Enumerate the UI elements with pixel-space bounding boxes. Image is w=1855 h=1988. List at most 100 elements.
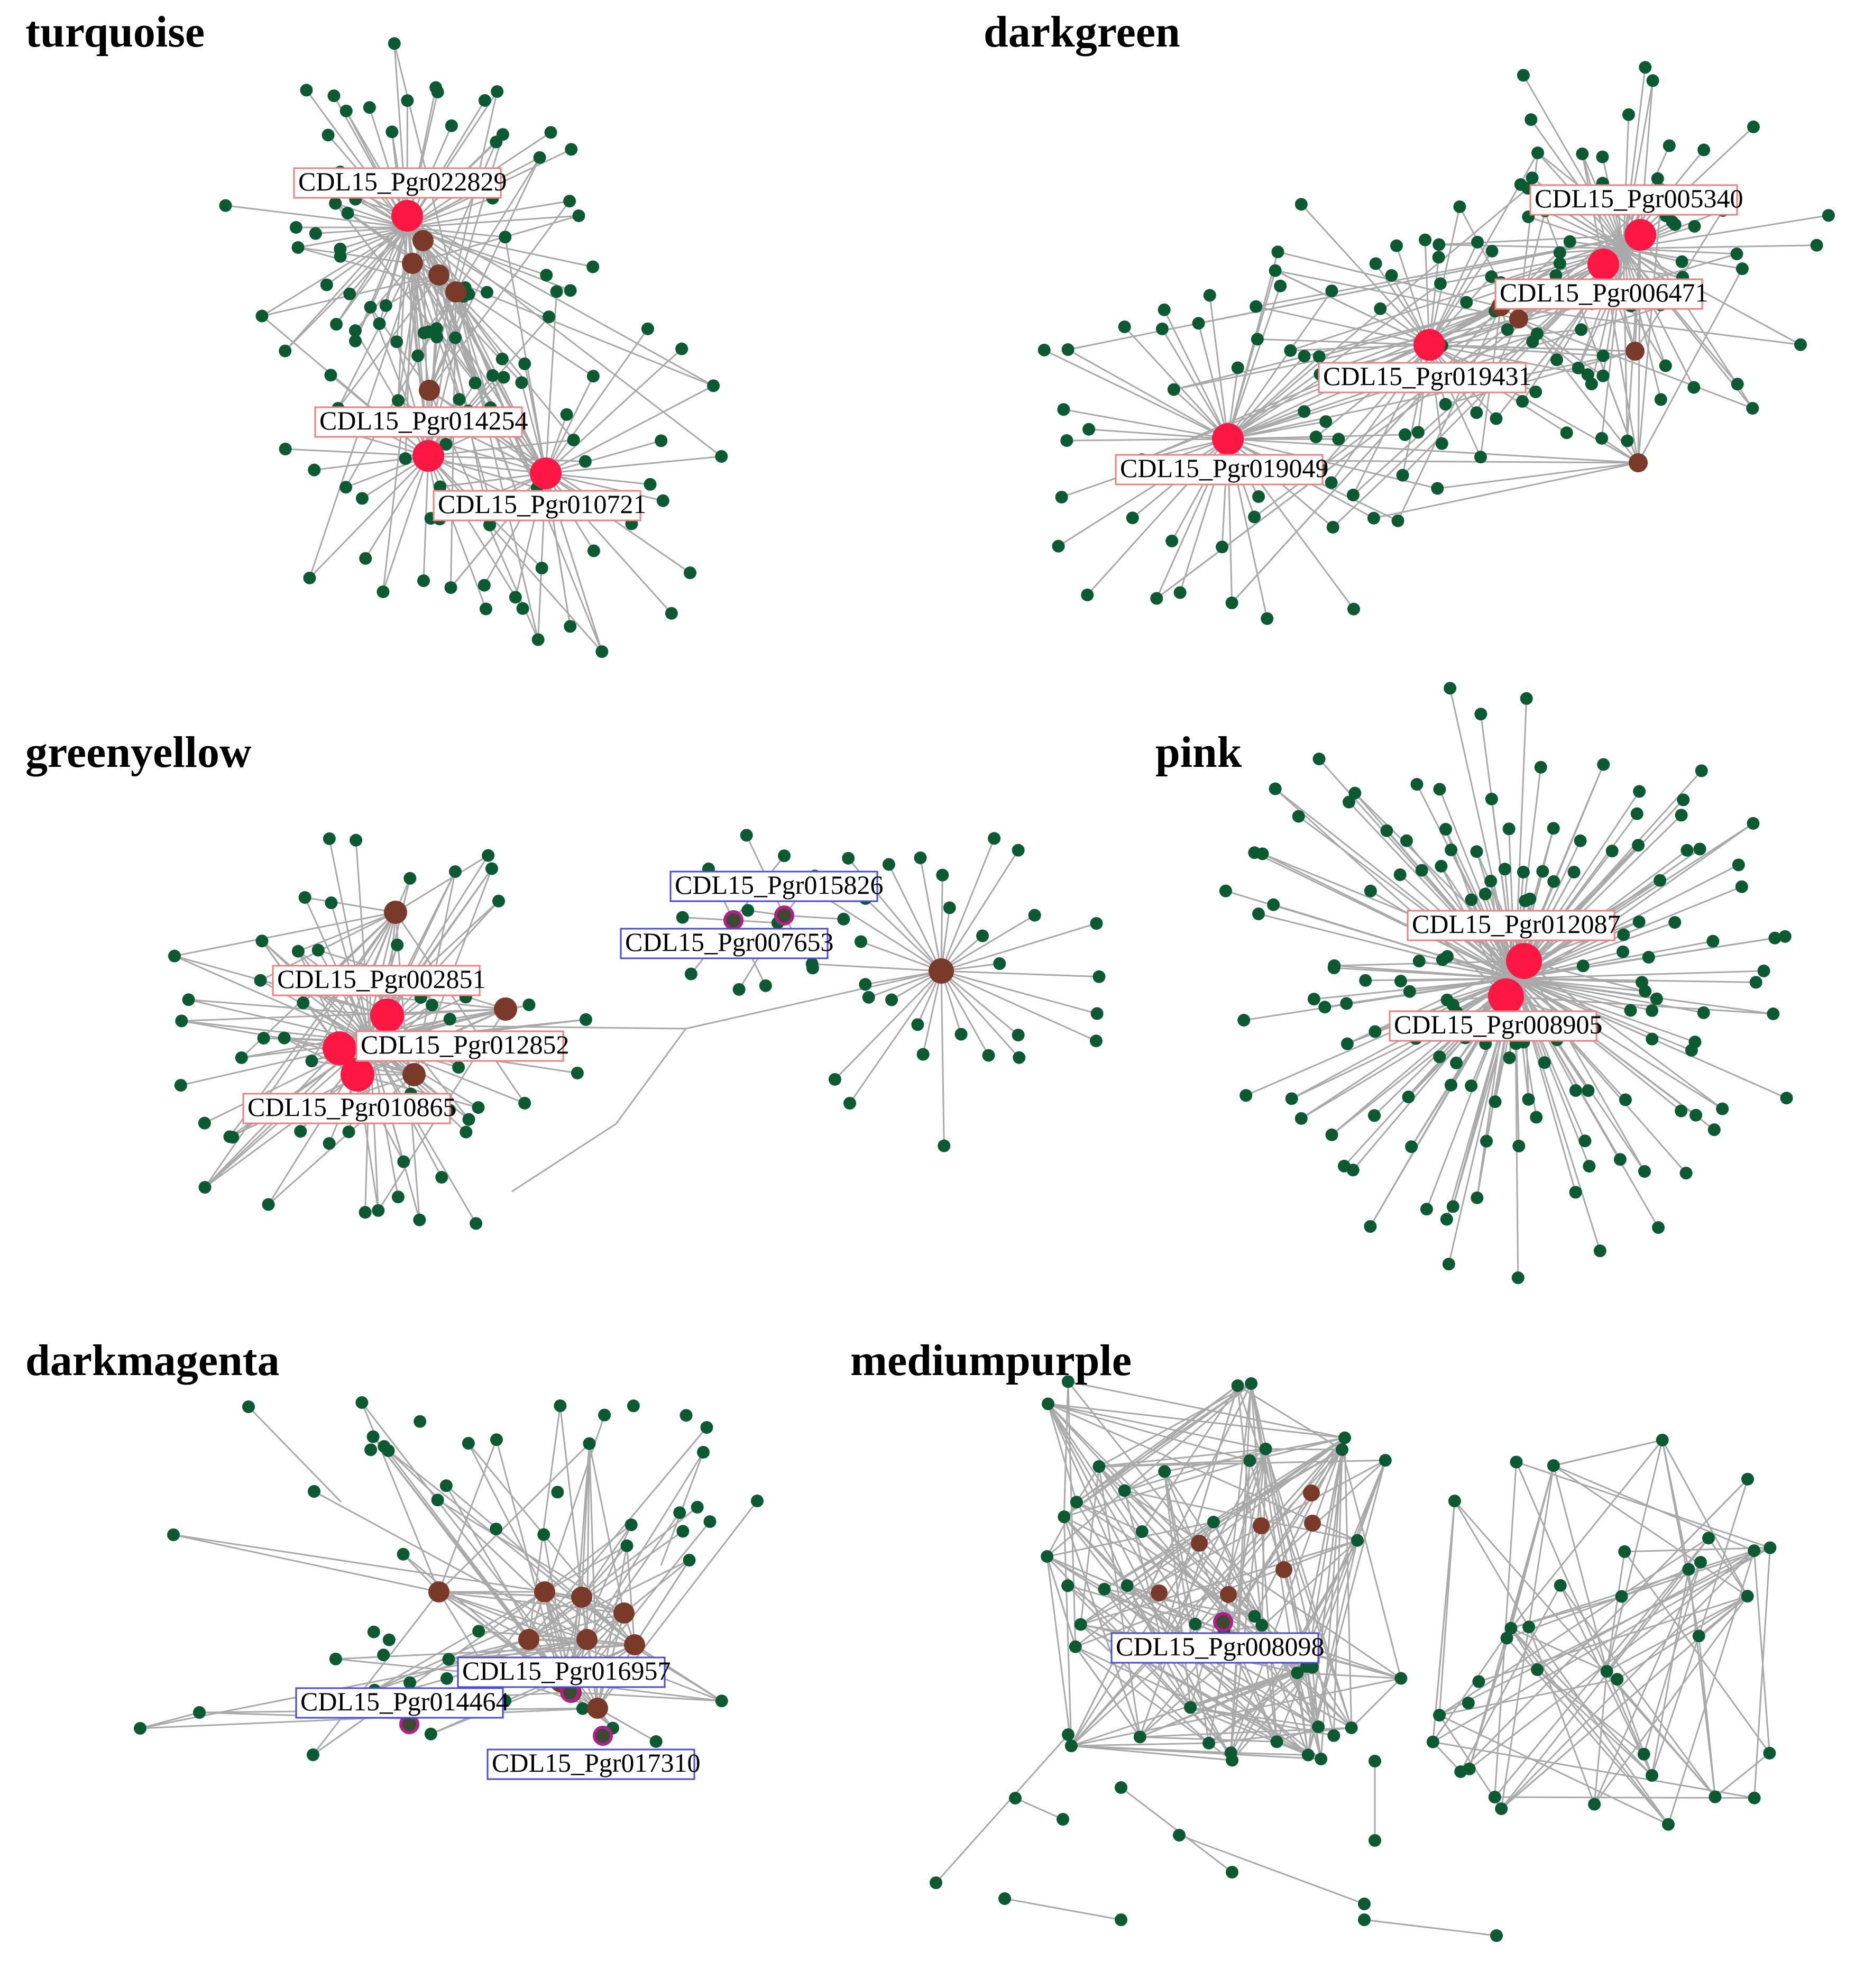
pink-leaf-node [1415, 864, 1428, 877]
darkgreen-leaf-node [1225, 596, 1238, 609]
darkgreen-leaf-node [1037, 343, 1051, 356]
mediumpurple-edge [1265, 1449, 1353, 1728]
darkgreen-leaf-node [1118, 320, 1131, 333]
turquoise-leaf-node [390, 335, 403, 349]
pink-leaf-node [1732, 858, 1745, 872]
mediumpurple-edge [1510, 1627, 1669, 1825]
mediumpurple-edge [1311, 1667, 1319, 1727]
darkgreen-leaf-node [1550, 353, 1563, 367]
mediumpurple-edge [1250, 1383, 1278, 1742]
turquoise-edge [382, 455, 429, 592]
greenyellow-leaf-node [350, 833, 363, 847]
pink-leaf-node [1267, 898, 1280, 911]
turquoise-leaf-node [430, 322, 443, 335]
darkgreen-leaf-node [1794, 338, 1807, 351]
darkgreen-leaf-node [1411, 426, 1425, 439]
darkmagenta-leaf-node [403, 1676, 417, 1689]
mediumpurple-leaf-node [1062, 1728, 1075, 1741]
darkgreen-leaf-node [1688, 219, 1701, 233]
darkmagenta-edge [312, 1591, 440, 1755]
pink-leaf-node [1394, 975, 1407, 988]
greenyellow-edge [394, 912, 526, 1104]
darkmagenta-leaf-node [627, 1399, 640, 1413]
greenyellow-leaf-node [914, 851, 927, 865]
pink-leaf-node [1547, 875, 1560, 888]
darkmagenta-edge [544, 1524, 632, 1593]
greenyellow-edge [834, 970, 942, 1080]
pink-edge [1386, 830, 1516, 979]
darkgreen-leaf-node [1560, 426, 1573, 439]
pink-leaf-node [1597, 758, 1610, 771]
turquoise-leaf-node [343, 287, 356, 300]
darkmagenta-leaf-node [366, 1430, 380, 1443]
pink-leaf-node [1502, 822, 1516, 836]
mediumpurple-leaf-node [1009, 1792, 1022, 1804]
darkgreen-leaf-node [1659, 359, 1672, 372]
turquoise-hub-label: CDL15_Pgr010721 [433, 489, 646, 521]
darkgreen-module-node [1509, 309, 1528, 328]
darkmagenta-hub-label-text: CDL15_Pgr014464 [300, 1687, 509, 1716]
darkgreen-edge [1231, 306, 1502, 603]
turquoise-edge [440, 472, 546, 488]
mediumpurple-edge [1070, 1460, 1386, 1747]
turquoise-edge [545, 455, 722, 474]
darkmagenta-leaf-node [583, 1437, 596, 1450]
darkmagenta-leaf-node [367, 1625, 380, 1638]
mediumpurple-edge [1067, 1585, 1232, 1754]
darkgreen-module-node [1626, 342, 1645, 361]
darkgreen-leaf-node [1675, 255, 1688, 268]
mediumpurple-leaf-node [1041, 1550, 1054, 1563]
panel-title-pink: pink [1155, 728, 1242, 777]
darkgreen-edge [1227, 438, 1639, 464]
pink-leaf-node [1403, 985, 1416, 998]
darkgreen-edge [1290, 344, 1430, 352]
pink-leaf-node [1239, 1089, 1253, 1102]
darkgreen-leaf-node [1060, 434, 1073, 447]
darkgreen-leaf-node [1531, 146, 1545, 160]
mediumpurple-edge [1048, 1403, 1266, 1450]
darkmagenta-edge [467, 1443, 546, 1592]
turquoise-edge [428, 294, 470, 391]
mediumpurple-edge [1606, 1440, 1664, 1672]
panel-title-mediumpurple: mediumpurple [850, 1336, 1132, 1385]
mediumpurple-leaf-node [1345, 1721, 1358, 1734]
mediumpurple-edge [1163, 1471, 1210, 1744]
greenyellow-leaf-node [168, 949, 181, 963]
mediumpurple-edge [1432, 1627, 1512, 1743]
mediumpurple-leaf-node [1495, 1802, 1508, 1816]
mediumpurple-leaf-node [1709, 1790, 1722, 1803]
pink-leaf-node [1410, 778, 1424, 791]
turquoise-edge [428, 200, 571, 391]
pink-leaf-node [1523, 892, 1537, 905]
mediumpurple-edge [1048, 1403, 1358, 1542]
mediumpurple-edge [1163, 1471, 1278, 1742]
darkgreen-hub-label-text: CDL15_Pgr019049 [1120, 453, 1328, 483]
mediumpurple-edge [1186, 1449, 1266, 1641]
darkgreen-edge [1428, 206, 1461, 345]
mediumpurple-leaf-node [1554, 1579, 1567, 1592]
turquoise-leaf-node [379, 299, 392, 312]
turquoise-leaf-node [322, 129, 335, 142]
pink-edge [1300, 977, 1516, 1120]
darkmagenta-leaf-node [440, 1672, 454, 1685]
greenyellow-leaf-node [741, 904, 755, 917]
mediumpurple-leaf-node [1312, 1720, 1325, 1734]
darkgreen-leaf-node [1419, 233, 1432, 246]
darkmagenta-edge [374, 1591, 545, 1691]
darkmagenta-leaf-node [598, 1408, 611, 1422]
darkgreen-leaf-node [1158, 303, 1171, 316]
greenyellow-leaf-node [993, 957, 1006, 970]
mediumpurple-edge [1501, 1596, 1748, 1810]
darkmagenta-edge [388, 1450, 635, 1646]
mediumpurple-leaf-node [1379, 1454, 1392, 1467]
pink-leaf-node [1340, 1037, 1354, 1050]
greenyellow-leaf-node [223, 1130, 236, 1143]
turquoise-edge [411, 263, 547, 474]
mediumpurple-leaf-node [1522, 1620, 1536, 1634]
greenyellow-leaf-node [294, 1125, 307, 1138]
darkmagenta-edge [438, 1591, 582, 1598]
darkmagenta-module-node [624, 1634, 645, 1655]
turquoise-leaf-node [330, 318, 343, 331]
darkmagenta-module-node [613, 1602, 635, 1624]
turquoise-leaf-node [496, 128, 509, 141]
